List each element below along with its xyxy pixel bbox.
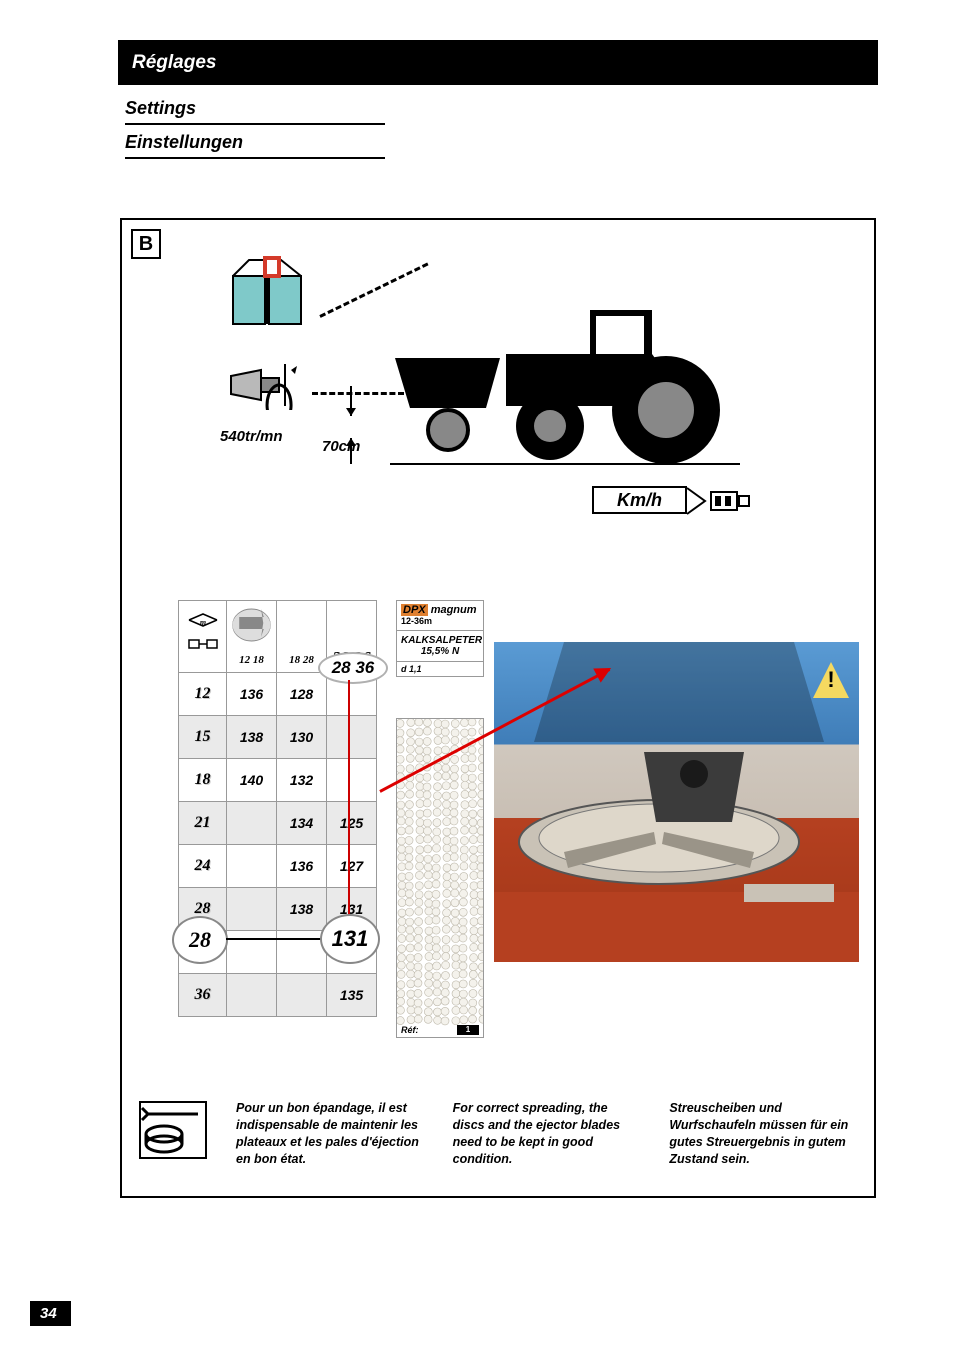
note-icon [138, 1100, 208, 1168]
table-row: 36 135 [179, 974, 377, 1017]
subtitle-de: Einstellungen [125, 132, 385, 159]
width-cell: 15 [179, 716, 227, 759]
value-cell [227, 845, 277, 888]
manual-book-icon [227, 256, 307, 339]
table-row: 15138130 [179, 716, 377, 759]
value-cell: 128 [277, 673, 327, 716]
ref-page-icon: 1 [457, 1025, 479, 1035]
value-cell: 132 [277, 759, 327, 802]
highlighted-range-oval: 28 36 [318, 652, 388, 684]
product-density: d 1,1 [397, 661, 483, 676]
height-arrow-icon [344, 382, 358, 468]
section-badge: B [131, 229, 161, 259]
spreader-photo: ! [494, 642, 859, 962]
value-cell [227, 931, 277, 974]
header-width-icon: m [179, 601, 227, 673]
brand-prefix: DPX [401, 604, 428, 616]
value-cell: 125 [327, 802, 377, 845]
height-label: 70cm [322, 438, 360, 455]
speed-unit-box: Km/h [592, 486, 687, 514]
value-cell: 140 [227, 759, 277, 802]
title-bar-fr: Réglages [118, 40, 878, 85]
value-cell: 134 [277, 802, 327, 845]
value-cell [327, 759, 377, 802]
circled-width: 28 [172, 916, 228, 964]
granule-sample-box: Réf: 1 [396, 718, 484, 1038]
product-brand: DPX magnum 12-36m [397, 601, 483, 631]
red-indicator-line [348, 680, 350, 938]
width-cell: 18 [179, 759, 227, 802]
product-nitrogen: 15,5% N [401, 646, 479, 657]
pto-shaft-icon [227, 360, 307, 415]
value-cell: 138 [227, 716, 277, 759]
main-frame: B 540tr/mn 70cm [120, 218, 876, 1198]
subtitle-en: Settings [125, 98, 385, 125]
brand-suffix: magnum [431, 604, 477, 616]
pto-speed-label: 540tr/mn [220, 428, 283, 445]
width-cell: 12 [179, 673, 227, 716]
value-cell [227, 888, 277, 931]
page-number: 34 [30, 1301, 71, 1326]
notes-row: Pour un bon épandage, il est indispensab… [132, 1100, 864, 1168]
tractor-icon [390, 290, 740, 485]
value-cell: 127 [327, 845, 377, 888]
note-en: For correct spreading, the discs and the… [453, 1100, 642, 1168]
width-cell: 24 [179, 845, 227, 888]
width-cell: 21 [179, 802, 227, 845]
value-cell: 130 [277, 716, 327, 759]
value-cell: 136 [277, 845, 327, 888]
range-label-1: 18 28 [286, 654, 317, 666]
value-cell [227, 974, 277, 1017]
brand-range: 12-36m [401, 616, 432, 626]
range-label-0: 12 18 [236, 654, 267, 666]
value-cell: 138 [277, 888, 327, 931]
table-row: 21 134125 [179, 802, 377, 845]
value-cell [277, 931, 327, 974]
header-range-0: 12 18 [227, 601, 277, 673]
width-cell: 36 [179, 974, 227, 1017]
svg-text:m: m [199, 618, 205, 627]
value-cell [327, 716, 377, 759]
circle-link-line [226, 938, 322, 940]
product-label-box: DPX magnum 12-36m KALKSALPETER 15,5% N d… [396, 600, 484, 677]
note-fr: Pour un bon épandage, il est indispensab… [236, 1100, 425, 1168]
value-cell [277, 974, 327, 1017]
table-row: 24 136127 [179, 845, 377, 888]
value-cell: 135 [327, 974, 377, 1017]
circled-value: 131 [320, 914, 380, 964]
table-row: 18140132 [179, 759, 377, 802]
note-de: Streuscheiben und Wurfschaufeln müssen f… [669, 1100, 858, 1168]
ref-label: Réf: [401, 1025, 419, 1035]
value-cell [227, 802, 277, 845]
kmh-arrow-icon [685, 486, 755, 516]
value-cell: 136 [227, 673, 277, 716]
product-name: KALKSALPETER [401, 635, 479, 646]
